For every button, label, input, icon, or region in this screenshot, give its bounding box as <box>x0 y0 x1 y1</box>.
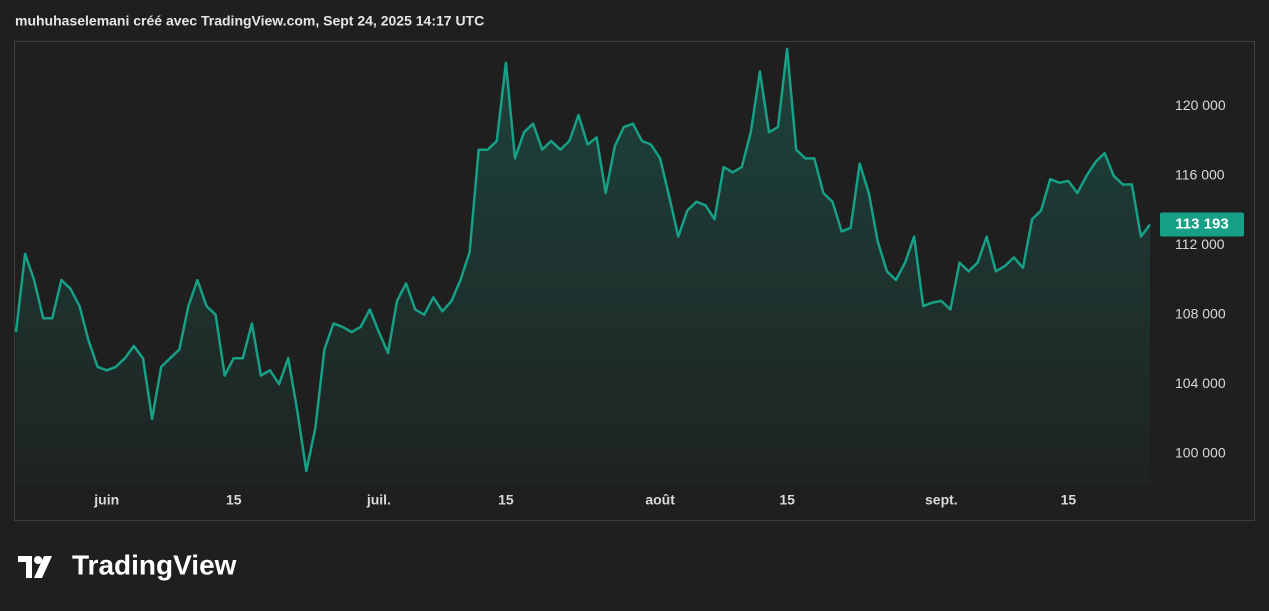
y-tick-label: 100 000 <box>1175 444 1226 460</box>
x-tick-label: 15 <box>226 492 242 508</box>
marks: 100 000 104 000 108 000 112 000 116 000 120 0… <box>14 47 1244 508</box>
logo-icon <box>18 556 32 578</box>
chart-title: muhuhaselemani créé avec TradingView.com… <box>15 13 484 29</box>
x-tick-label: 15 <box>779 492 795 508</box>
logo-icon <box>34 556 42 564</box>
y-tick-label: 104 000 <box>1175 375 1226 391</box>
price-line <box>14 47 1151 473</box>
last-price-box <box>1160 212 1244 237</box>
area-fill <box>16 48 1150 486</box>
plot-frame <box>14 41 1255 521</box>
last-price-label: 113 193 <box>1175 216 1228 233</box>
x-tick-label: juin <box>93 492 119 508</box>
logo-icon <box>34 556 52 578</box>
x-tick-label: 15 <box>1061 492 1077 508</box>
y-tick-label: 112 000 <box>1175 236 1225 252</box>
y-tick-label: 116 000 <box>1175 166 1225 182</box>
x-tick-label: sept. <box>925 492 958 508</box>
brand-logo <box>18 556 52 578</box>
x-tick-label: 15 <box>498 492 514 508</box>
x-tick-label: août <box>645 492 675 508</box>
brand-name: TradingView <box>72 549 237 580</box>
y-tick-label: 120 000 <box>1175 97 1226 113</box>
y-tick-label: 108 000 <box>1175 305 1226 321</box>
x-tick-label: juil. <box>366 492 391 508</box>
